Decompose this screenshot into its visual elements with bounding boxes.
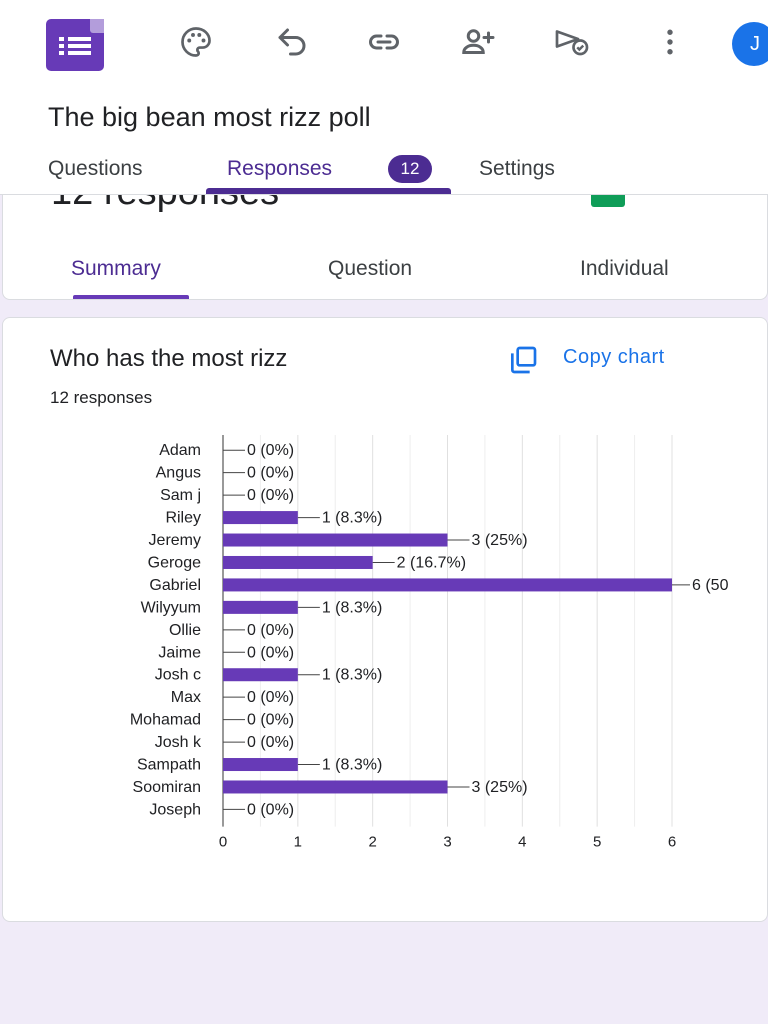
data-label: 0 (0%)	[247, 622, 294, 639]
category-label: Josh k	[155, 734, 202, 751]
data-label: 0 (0%)	[247, 644, 294, 661]
x-tick-label: 0	[219, 834, 227, 851]
question-title: Who has the most rizz	[50, 345, 288, 372]
undo-icon[interactable]	[272, 24, 312, 60]
category-label: Gabriel	[149, 577, 201, 594]
x-tick-label: 5	[593, 834, 601, 851]
copy-chart-label: Copy chart	[563, 346, 665, 368]
active-subtab-indicator	[73, 295, 189, 299]
bar	[223, 780, 448, 794]
category-label: Jeremy	[149, 532, 201, 549]
subtab-individual[interactable]: Individual	[580, 257, 669, 280]
data-label: 1 (8.3%)	[322, 510, 382, 527]
category-label: Geroge	[148, 554, 201, 571]
category-label: Sampath	[137, 757, 201, 774]
data-label: 0 (0%)	[247, 712, 294, 729]
bar	[223, 668, 298, 682]
category-label: Ollie	[169, 622, 201, 639]
category-label: Riley	[165, 510, 201, 527]
data-label: 1 (8.3%)	[322, 667, 382, 684]
active-tab-indicator	[206, 188, 451, 194]
data-label: 1 (8.3%)	[322, 757, 382, 774]
category-label: Jaime	[158, 644, 201, 661]
question-summary-card: Who has the most rizz Copy chart 12 resp…	[2, 317, 768, 922]
data-label: 0 (0%)	[247, 689, 294, 706]
data-label: 2 (16.7%)	[397, 554, 466, 571]
data-label: 0 (0%)	[247, 801, 294, 818]
subtab-summary[interactable]: Summary	[71, 257, 161, 280]
x-tick-label: 1	[294, 834, 302, 851]
tab-responses[interactable]: Responses	[227, 157, 333, 180]
category-label: Max	[171, 689, 201, 706]
add-collaborator-icon[interactable]	[458, 24, 498, 60]
bar	[223, 758, 298, 772]
bar	[223, 578, 672, 592]
app-header: J The big bean most rizz poll Questions …	[0, 0, 768, 195]
category-label: Joseph	[149, 801, 201, 818]
more-vert-icon[interactable]	[650, 24, 690, 60]
link-icon[interactable]	[364, 24, 404, 60]
category-label: Wilyyum	[141, 599, 201, 616]
avatar[interactable]: J	[732, 22, 768, 66]
category-label: Josh c	[155, 667, 201, 684]
category-label: Adam	[159, 442, 201, 459]
data-label: 0 (0%)	[247, 442, 294, 459]
bar	[223, 555, 373, 569]
data-label: 0 (0%)	[247, 487, 294, 504]
x-tick-label: 2	[368, 834, 376, 851]
copy-icon	[511, 346, 537, 374]
category-label: Sam j	[160, 487, 201, 504]
subtab-question[interactable]: Question	[328, 257, 413, 280]
category-label: Mohamad	[130, 712, 201, 729]
x-tick-label: 3	[443, 834, 451, 851]
data-label: 6 (50	[692, 577, 729, 594]
x-tick-label: 4	[518, 834, 526, 851]
bar	[223, 600, 298, 614]
data-label: 3 (25%)	[472, 532, 528, 549]
palette-icon[interactable]	[176, 24, 216, 60]
data-label: 1 (8.3%)	[322, 599, 382, 616]
x-tick-label: 6	[668, 834, 676, 851]
bar	[223, 533, 448, 547]
form-title[interactable]: The big bean most rizz poll	[48, 102, 371, 132]
send-icon[interactable]	[552, 24, 592, 60]
bar	[223, 511, 298, 525]
responses-count-badge: 12	[388, 155, 432, 183]
google-forms-logo[interactable]	[46, 19, 104, 71]
data-label: 0 (0%)	[247, 465, 294, 482]
data-label: 3 (25%)	[472, 779, 528, 796]
response-count: 12 responses	[50, 388, 153, 407]
data-label: 0 (0%)	[247, 734, 294, 751]
tab-questions[interactable]: Questions	[48, 157, 143, 180]
category-label: Soomiran	[133, 779, 201, 796]
tab-settings[interactable]: Settings	[479, 157, 555, 180]
category-label: Angus	[156, 465, 201, 482]
bar-chart: 0 1 2 3 4 5 6 Adam 0 (0%) Angus 0 (0%) Sam j 0 (0%) R…	[130, 435, 729, 851]
copy-chart-button[interactable]: Copy chart	[503, 340, 719, 380]
